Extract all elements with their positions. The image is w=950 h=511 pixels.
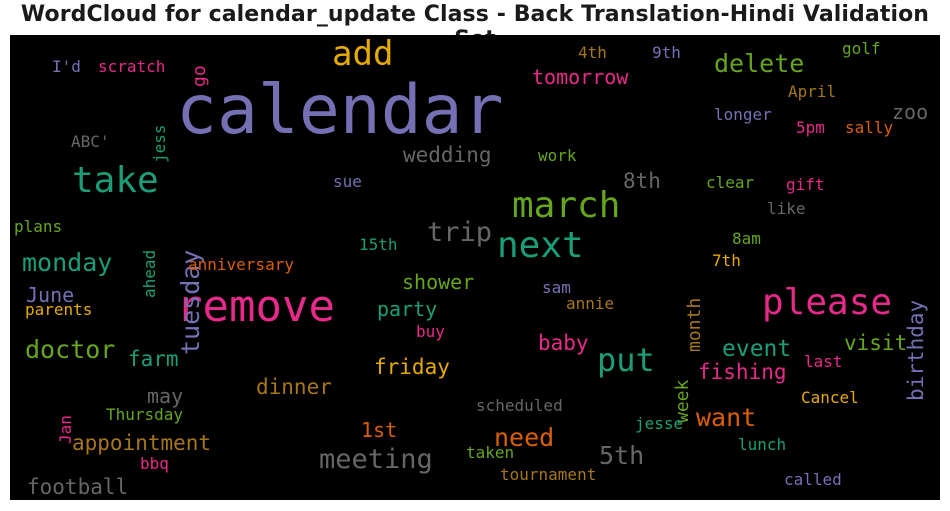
word-party: party — [377, 297, 438, 321]
word-month: month — [684, 297, 705, 352]
word-go: go — [189, 65, 210, 87]
word-annie: annie — [566, 294, 615, 313]
word-dinner: dinner — [256, 375, 332, 399]
word-visit: visit — [844, 331, 908, 355]
wordcloud-canvas: calendar remove add take march next please put d… — [10, 35, 940, 500]
word-8th: 8th — [623, 169, 661, 193]
word-sam: sam — [542, 278, 571, 297]
word-calendar: calendar — [176, 71, 504, 150]
word-8am: 8am — [732, 229, 761, 248]
word-jesse: jesse — [635, 414, 684, 433]
word-sally: sally — [845, 118, 894, 137]
word-doctor: doctor — [25, 335, 116, 364]
word-birthday: birthday — [904, 299, 928, 401]
word-baby: baby — [538, 331, 589, 355]
word-monday: monday — [22, 248, 113, 277]
word-15th: 15th — [359, 235, 398, 254]
word-trip: trip — [427, 217, 493, 248]
word-like: like — [767, 199, 806, 218]
word-1st: 1st — [361, 418, 398, 442]
word-put: put — [597, 341, 655, 379]
word-take: take — [72, 160, 159, 201]
word-want: want — [696, 403, 757, 432]
word-scheduled: scheduled — [476, 396, 563, 415]
word-delete: delete — [714, 49, 805, 78]
word-5pm: 5pm — [796, 118, 825, 137]
word-please: please — [762, 282, 893, 323]
word-called: called — [784, 470, 842, 489]
word-parents: parents — [25, 300, 93, 319]
word-fishing: fishing — [698, 360, 787, 384]
word-bbq: bbq — [140, 454, 169, 473]
word-golf: golf — [842, 39, 881, 58]
word-jess: jess — [150, 124, 169, 163]
word-9th: 9th — [652, 43, 681, 62]
word-buy: buy — [416, 322, 445, 341]
word-i-d: I'd — [52, 57, 81, 76]
word-shower: shower — [402, 270, 475, 294]
word-last: last — [804, 352, 843, 371]
word-add: add — [332, 35, 394, 74]
word-work: work — [538, 146, 577, 165]
word-thursday: Thursday — [106, 405, 184, 424]
word-april: April — [788, 82, 837, 101]
chart-title: WordCloud for calendar_update Class - Ba… — [20, 2, 930, 52]
word-ahead: ahead — [140, 249, 159, 298]
word-plans: plans — [14, 217, 63, 236]
word-may: may — [147, 384, 184, 408]
word-wedding: wedding — [403, 143, 492, 167]
word-cancel: Cancel — [801, 388, 859, 407]
word-meeting: meeting — [319, 444, 433, 475]
word-friday: friday — [374, 355, 450, 379]
word-4th: 4th — [578, 43, 607, 62]
word-anniversary: anniversary — [188, 255, 294, 274]
word-7th: 7th — [712, 251, 741, 270]
word-sue: sue — [333, 172, 362, 191]
word-zoo: zoo — [892, 100, 929, 124]
word-longer: longer — [714, 105, 772, 124]
word-5th: 5th — [599, 441, 645, 470]
word-jan: Jan — [56, 415, 75, 444]
word-need: need — [494, 423, 555, 452]
word-tournament: tournament — [500, 465, 597, 484]
word-scratch: scratch — [98, 57, 166, 76]
word-march: march — [512, 185, 621, 226]
word-remove: remove — [176, 281, 335, 332]
word-taken: taken — [466, 443, 515, 462]
word-abc: ABC' — [71, 132, 110, 151]
word-appointment: appointment — [72, 431, 212, 455]
word-clear: clear — [706, 173, 755, 192]
word-next: next — [497, 225, 584, 266]
word-tomorrow: tomorrow — [532, 65, 629, 89]
word-farm: farm — [128, 347, 179, 371]
word-june: June — [26, 283, 75, 307]
word-lunch: lunch — [738, 435, 787, 454]
word-event: event — [722, 336, 792, 362]
word-gift: gift — [786, 175, 825, 194]
word-football: football — [27, 475, 129, 499]
